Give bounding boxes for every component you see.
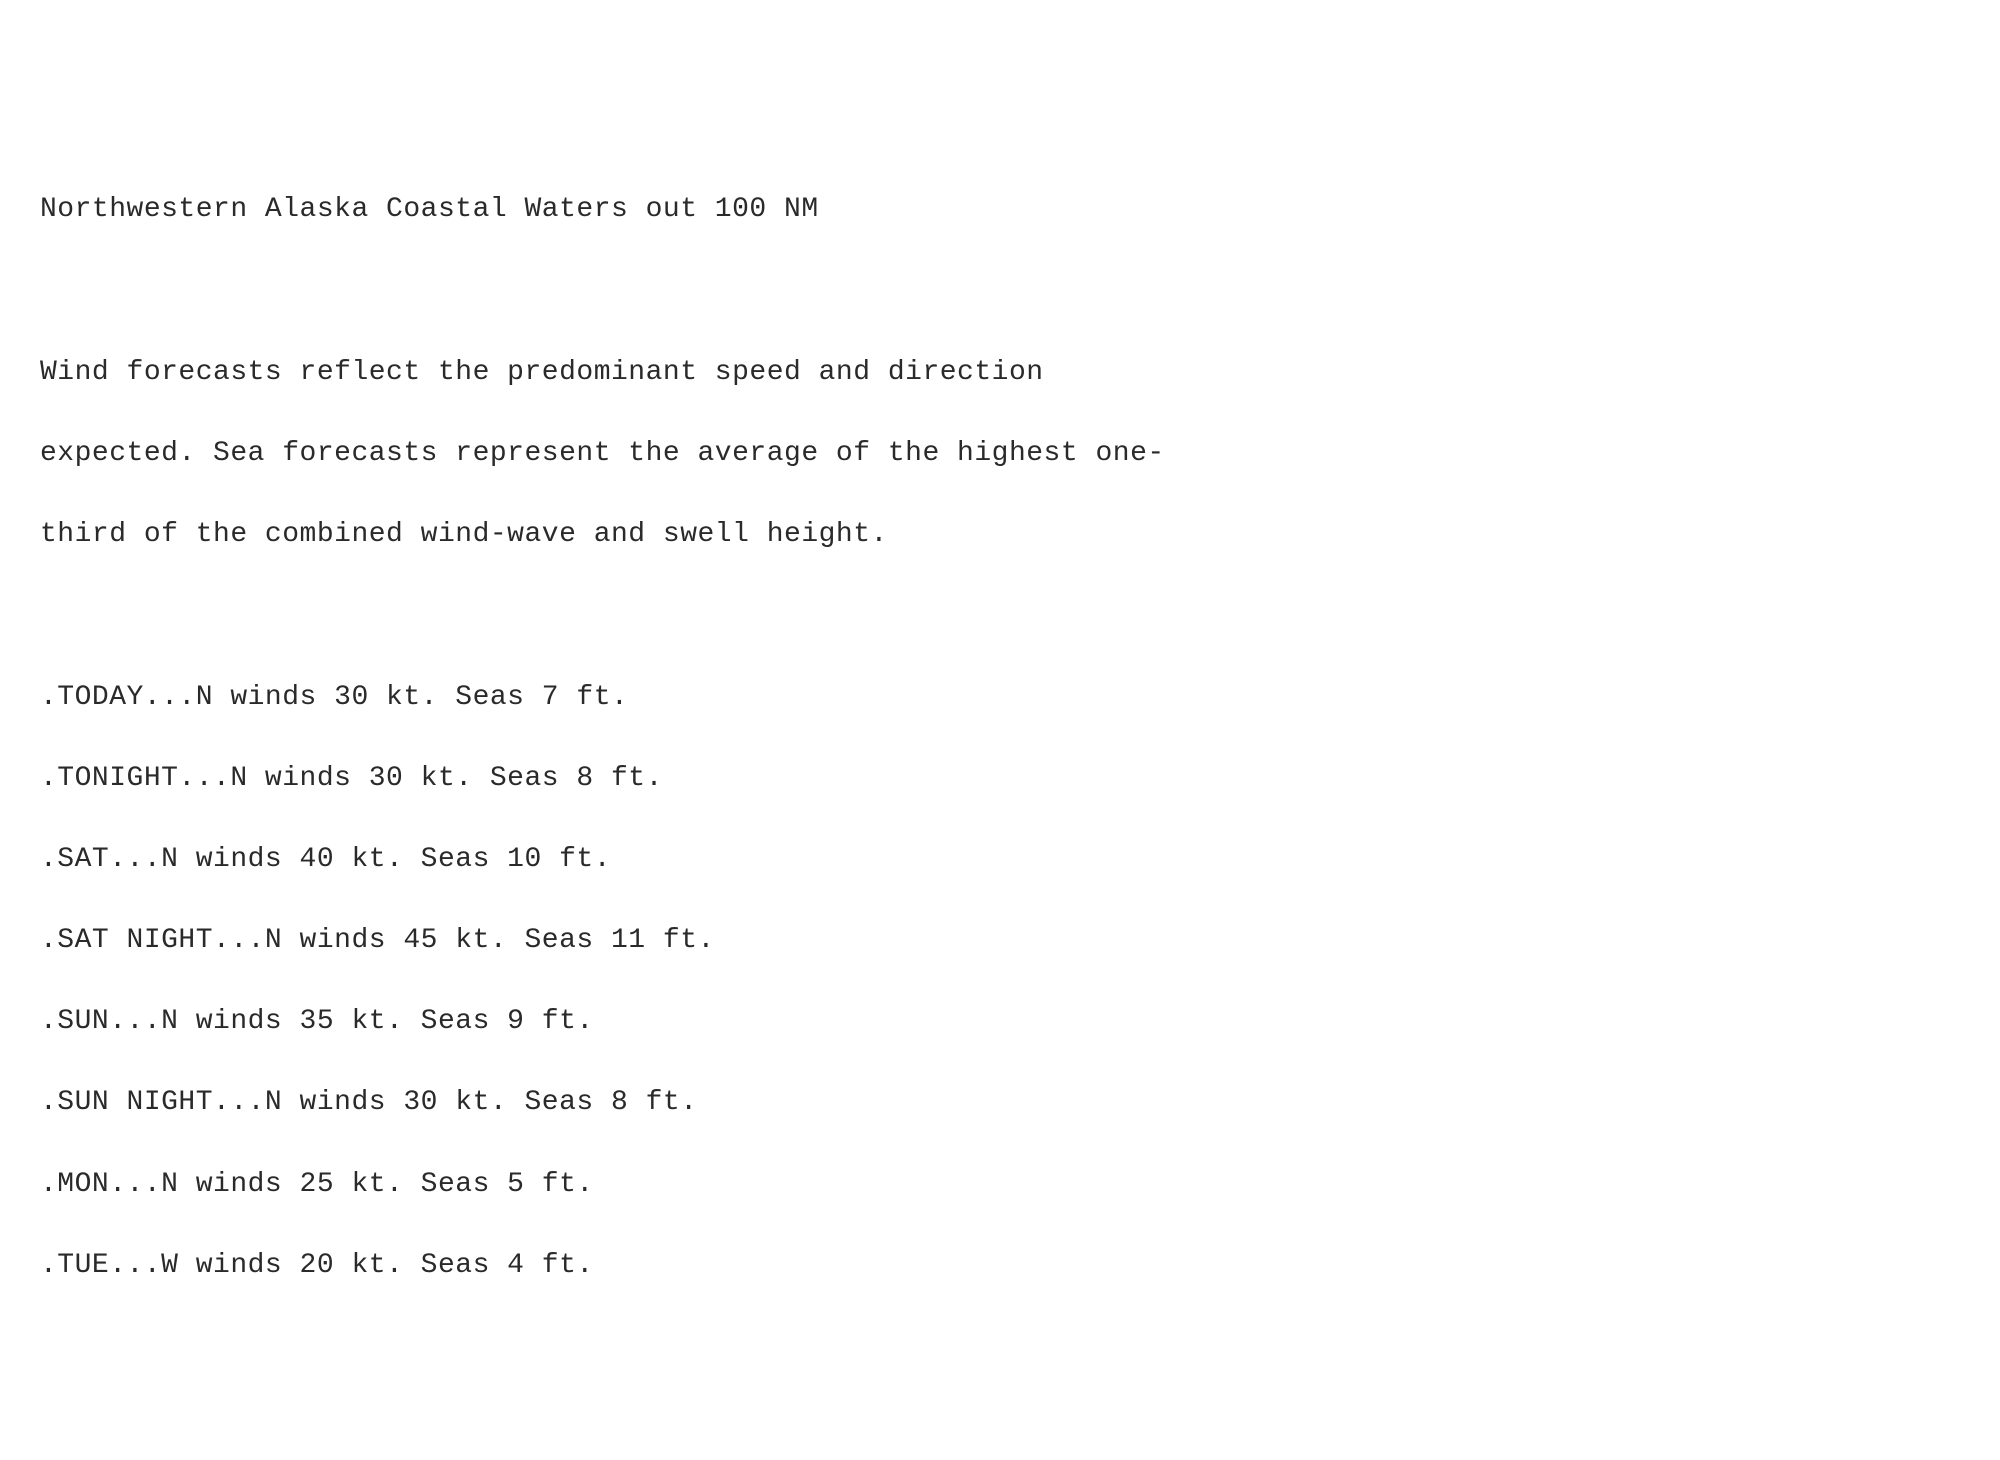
blank-line	[40, 596, 1960, 637]
forecast-line: .SUN NIGHT...N winds 30 kt. Seas 8 ft.	[40, 1083, 1960, 1124]
forecast-line: .TUE...W winds 20 kt. Seas 4 ft.	[40, 1246, 1960, 1287]
preamble-line: third of the combined wind-wave and swel…	[40, 515, 1960, 556]
forecast-line: .TONIGHT...N winds 30 kt. Seas 8 ft.	[40, 759, 1960, 800]
forecast-line: .MON...N winds 25 kt. Seas 5 ft.	[40, 1165, 1960, 1206]
forecast-line: .SAT NIGHT...N winds 45 kt. Seas 11 ft.	[40, 921, 1960, 962]
blank-line	[40, 272, 1960, 313]
forecast-line: .SUN...N winds 35 kt. Seas 9 ft.	[40, 1002, 1960, 1043]
forecast-line: .SAT...N winds 40 kt. Seas 10 ft.	[40, 840, 1960, 881]
preamble-line: expected. Sea forecasts represent the av…	[40, 434, 1960, 475]
forecast-title: Northwestern Alaska Coastal Waters out 1…	[40, 190, 1960, 231]
forecast-line: .TODAY...N winds 30 kt. Seas 7 ft.	[40, 678, 1960, 719]
preamble-line: Wind forecasts reflect the predominant s…	[40, 353, 1960, 394]
